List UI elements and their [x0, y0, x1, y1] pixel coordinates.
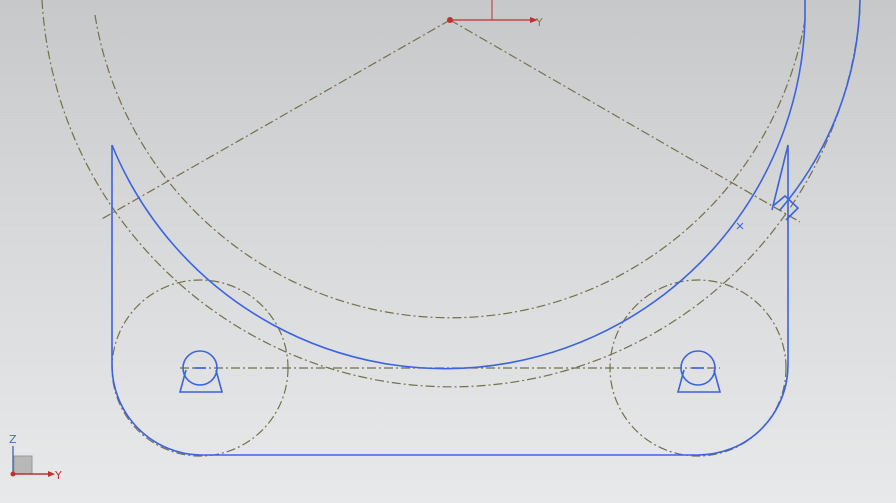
drum-outer-curve[interactable] [779, 0, 861, 211]
work-csys-y-arrow [530, 17, 538, 23]
view-triad[interactable]: Z Y [9, 433, 62, 482]
construction-inner-arc[interactable] [94, 14, 806, 319]
pin-base-right[interactable] [676, 369, 722, 393]
pin-base-left[interactable] [178, 369, 224, 393]
work-csys-y-label: Y [535, 16, 543, 29]
pin-circle-left[interactable] [182, 350, 218, 386]
pin-circle-right[interactable] [680, 350, 716, 386]
point-marker[interactable] [736, 222, 744, 230]
construction-radial-line-left[interactable] [99, 19, 451, 221]
view-triad-y-label: Y [54, 469, 62, 482]
bottom-profile[interactable] [111, 144, 789, 456]
view-triad-cube [13, 455, 33, 475]
sketch-geometry [111, 0, 861, 456]
drum-inner-curve[interactable] [111, 0, 806, 370]
view-triad-y-arrow [48, 471, 55, 477]
construction-radial-line-right[interactable] [449, 19, 801, 223]
work-csys-origin [447, 17, 453, 23]
construction-outer-arc[interactable] [41, 0, 861, 388]
view-triad-z-label: Z [9, 433, 17, 446]
work-csys[interactable]: Y [447, 0, 543, 29]
perpendicular-marker[interactable] [772, 194, 800, 221]
view-triad-origin [10, 471, 16, 477]
